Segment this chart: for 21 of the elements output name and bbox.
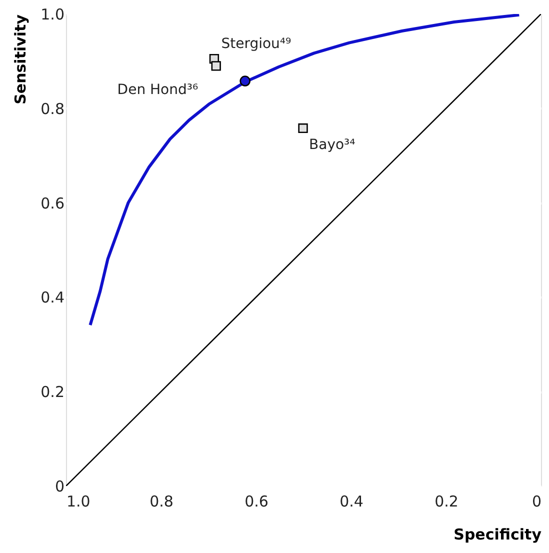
- annotation: Bayo³⁴: [309, 137, 356, 154]
- x-tick-label: 0.2: [434, 492, 458, 510]
- y-tick-label: 0.2: [40, 383, 64, 402]
- y-tick-label: 0.6: [40, 194, 64, 212]
- point: [298, 123, 308, 134]
- x-tick-label: 0.6: [244, 492, 268, 510]
- x-tick-label: 0.4: [340, 492, 364, 510]
- y-axis-title: Sensitivity: [12, 14, 30, 104]
- x-tick-label: 0.8: [150, 492, 174, 510]
- x-axis-title: Specificity: [454, 526, 542, 544]
- y-tick-label: 0.4: [40, 288, 64, 307]
- x-tick-label: 0: [532, 492, 542, 510]
- point: [211, 61, 221, 71]
- y-tick-label: 0: [54, 478, 64, 496]
- line-series: [88, 14, 521, 327]
- y-tick-label: 0.8: [40, 100, 64, 118]
- annotation: Den Hond³⁶: [117, 82, 198, 98]
- point: [240, 76, 250, 86]
- x-tick-label: 1.0: [66, 492, 90, 510]
- y-tick-label: 1.0: [40, 6, 64, 24]
- annotation: Stergiou⁴⁹: [221, 36, 292, 52]
